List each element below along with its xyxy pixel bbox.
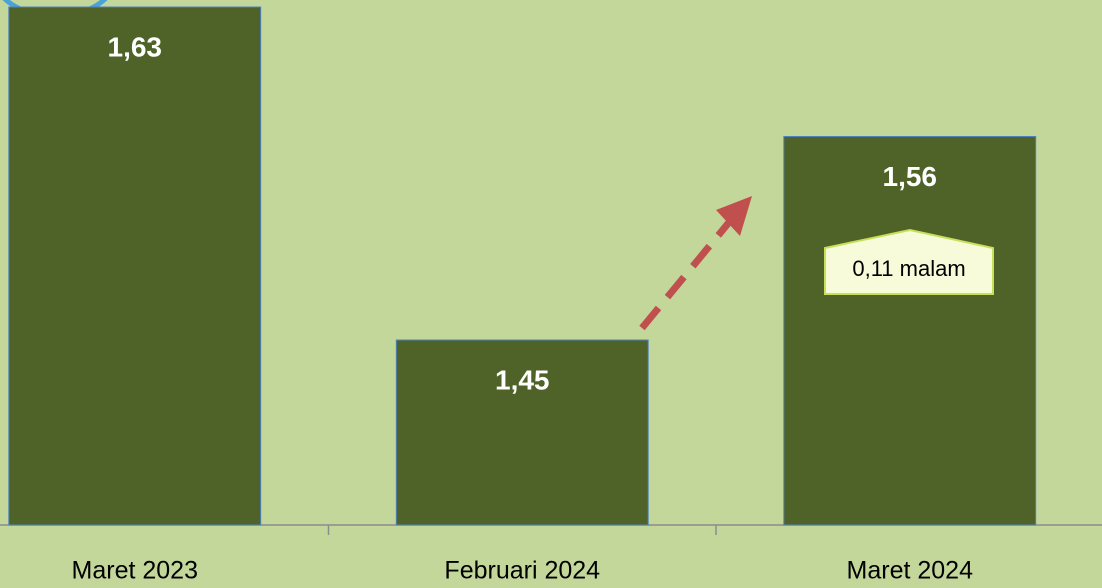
value-label: 1,45 [495,364,550,395]
annotation-box [824,228,994,295]
x-tick-label: Februari 2024 [444,557,600,585]
annotation: 0,11 malam [852,256,965,281]
x-tick-label: Maret 2024 [847,557,974,585]
bar [8,6,262,526]
trend-arrowhead [716,196,752,236]
bar [395,339,649,526]
value-label: 1,63 [108,31,163,62]
value-label: 1,56 [883,161,938,192]
trend-arrow [639,212,738,331]
x-tick-label: Maret 2023 [72,557,198,585]
bar [783,136,1037,526]
